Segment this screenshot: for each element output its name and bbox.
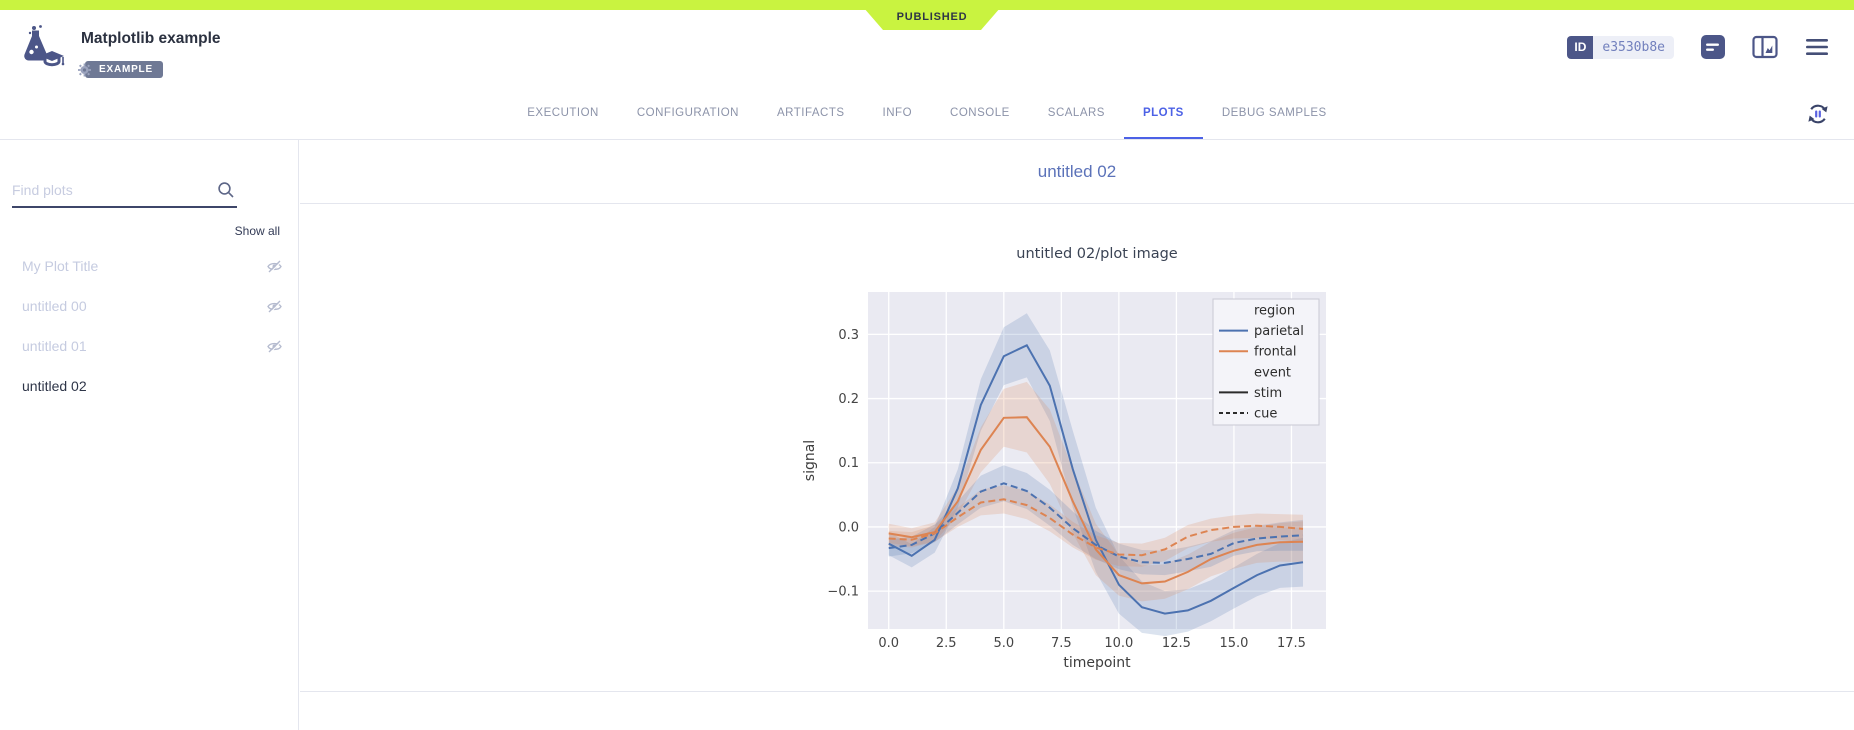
svg-text:10.0: 10.0 — [1104, 636, 1133, 651]
tab-artifacts[interactable]: ARTIFACTS — [776, 106, 845, 119]
plot-list-item-untitled-02[interactable]: untitled 02 — [0, 366, 298, 406]
chart-series-parietal-cue — [888, 482, 1304, 564]
gear-icon — [78, 63, 91, 76]
plot-card: untitled 02/plot image 0.0 2.5 5.0 7.5 10.0 1… — [300, 204, 1854, 692]
experiment-id-chip[interactable]: ID e3530b8e — [1567, 35, 1674, 59]
y-axis-label: signal — [802, 440, 818, 481]
chart-tick-labels: 0.0 2.5 5.0 7.5 10.0 12.5 15.0 17.5 −0.1 0.0 0.1 0.… — [827, 328, 1306, 651]
svg-text:frontal: frontal — [1254, 345, 1297, 360]
svg-text:−0.1: −0.1 — [827, 585, 859, 600]
svg-text:0.0: 0.0 — [838, 520, 859, 535]
plot-list-item-untitled-01[interactable]: untitled 01 — [0, 326, 298, 366]
svg-text:2.5: 2.5 — [936, 636, 957, 651]
search-icon[interactable] — [217, 181, 235, 204]
svg-text:region: region — [1254, 304, 1295, 319]
plot-list-item-label: untitled 02 — [22, 378, 87, 394]
fmri-line-chart: 0.0 2.5 5.0 7.5 10.0 12.5 15.0 17.5 −0.1 0.0 0.1 0.… — [802, 292, 1326, 671]
id-badge: ID — [1567, 35, 1594, 59]
tab-scalars[interactable]: SCALARS — [1047, 106, 1105, 119]
svg-text:17.5: 17.5 — [1277, 636, 1306, 651]
figure: untitled 02/plot image 0.0 2.5 5.0 7.5 10.0 1… — [778, 246, 1338, 683]
plot-list-item-untitled-00[interactable]: untitled 00 — [0, 286, 298, 326]
tab-console[interactable]: CONSOLE — [950, 106, 1010, 119]
example-tag-label: EXAMPLE — [99, 64, 153, 75]
svg-text:0.0: 0.0 — [878, 636, 899, 651]
eye-hidden-icon[interactable] — [266, 339, 283, 354]
detail-tabs-bar: EXECUTION CONFIGURATION ARTIFACTS INFO CONSO… — [0, 88, 1854, 140]
plot-search — [12, 182, 237, 208]
chart-confidence-bands — [888, 313, 1303, 637]
experiment-logo-icon — [24, 25, 65, 67]
tabs-container: EXECUTION CONFIGURATION ARTIFACTS INFO CONSO… — [0, 88, 1854, 139]
svg-text:5.0: 5.0 — [993, 636, 1014, 651]
search-input[interactable] — [12, 182, 237, 198]
example-tag: EXAMPLE — [78, 61, 163, 78]
plots-sidebar: Show all My Plot Title untitled 00 untitle… — [0, 140, 299, 730]
svg-text:0.3: 0.3 — [838, 328, 859, 343]
svg-text:event: event — [1254, 365, 1291, 380]
eye-hidden-icon[interactable] — [266, 259, 283, 274]
plot-title: untitled 02/plot image — [1016, 246, 1178, 262]
experiment-title: Matplotlib example — [81, 30, 221, 47]
plot-list-item-my-plot-title[interactable]: My Plot Title — [0, 246, 298, 286]
tab-execution[interactable]: EXECUTION — [527, 106, 599, 119]
plot-list: My Plot Title untitled 00 untitled 01 untit… — [0, 246, 298, 406]
show-all-link[interactable]: Show all — [234, 224, 280, 238]
eye-hidden-icon[interactable] — [266, 299, 283, 314]
experiment-id-value: e3530b8e — [1593, 35, 1674, 59]
chart-legend: region parietal frontal event stim cue — [1212, 298, 1320, 426]
svg-text:15.0: 15.0 — [1219, 636, 1248, 651]
details-panel-icon[interactable] — [1752, 34, 1778, 60]
published-status-badge: PUBLISHED — [857, 0, 1007, 30]
plot-list-item-label: untitled 01 — [22, 338, 87, 354]
tab-configuration[interactable]: CONFIGURATION — [636, 106, 739, 119]
header-actions: ID e3530b8e — [1567, 34, 1830, 60]
svg-text:cue: cue — [1254, 407, 1277, 422]
tab-info[interactable]: INFO — [882, 106, 913, 119]
plots-main: untitled 02 untitled 02/plot image 0.0 2.… — [300, 140, 1854, 730]
chart-series-frontal-cue — [888, 498, 1304, 557]
published-label: PUBLISHED — [896, 10, 968, 23]
description-icon[interactable] — [1700, 34, 1726, 60]
svg-text:7.5: 7.5 — [1051, 636, 1072, 651]
experiment-title-block: Matplotlib example EXAMPLE — [78, 30, 221, 78]
x-axis-label: timepoint — [1063, 655, 1131, 671]
plot-group-title: untitled 02 — [300, 140, 1854, 204]
auto-refresh-toggle-icon[interactable] — [1804, 100, 1832, 128]
tab-plots[interactable]: PLOTS — [1123, 88, 1203, 139]
tab-debug-samples[interactable]: DEBUG SAMPLES — [1221, 106, 1327, 119]
chart-gridlines — [868, 292, 1326, 629]
svg-text:0.1: 0.1 — [838, 456, 859, 471]
plot-list-item-label: My Plot Title — [22, 258, 99, 274]
svg-text:parietal: parietal — [1254, 324, 1304, 339]
plot-list-item-label: untitled 00 — [22, 298, 87, 314]
svg-text:0.2: 0.2 — [838, 392, 859, 407]
app-header: Matplotlib example EXAMPLE ID e3530b8e — [0, 10, 1854, 88]
svg-text:stim: stim — [1254, 386, 1282, 401]
chart-series-parietal-stim — [888, 343, 1304, 615]
hamburger-menu-icon[interactable] — [1804, 36, 1830, 58]
svg-text:12.5: 12.5 — [1162, 636, 1191, 651]
chart-series-frontal-stim — [888, 416, 1304, 585]
content-layout: Show all My Plot Title untitled 00 untitle… — [0, 140, 1854, 730]
